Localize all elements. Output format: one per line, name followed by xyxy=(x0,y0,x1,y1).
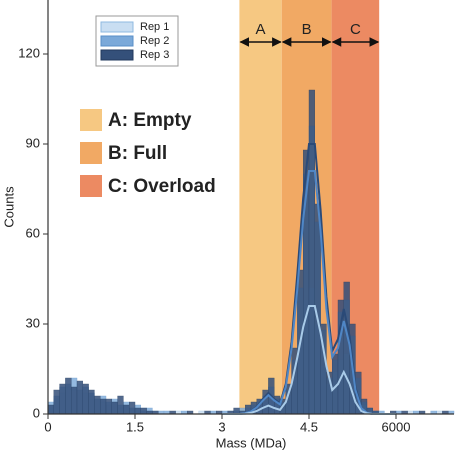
legend-swatch xyxy=(100,35,134,47)
histogram-bar xyxy=(117,395,124,415)
region-legend-label: B: Full xyxy=(108,143,167,164)
x-tick-label: 4.5 xyxy=(300,419,318,434)
legend-swatch xyxy=(100,49,134,61)
histogram-bar xyxy=(343,281,350,415)
x-tick-label: 3 xyxy=(218,419,225,434)
histogram-bar xyxy=(65,377,72,415)
histogram-bar xyxy=(128,401,136,415)
x-tick-label: 0 xyxy=(44,419,51,434)
histogram-bar xyxy=(105,398,113,415)
region-legend-label: C: Overload xyxy=(108,176,216,197)
legend-swatch xyxy=(100,21,134,33)
y-tick-label: 30 xyxy=(26,315,40,330)
histogram-bar xyxy=(88,389,95,415)
y-tick-label: 120 xyxy=(18,45,40,60)
x-axis-label: Mass (MDa) xyxy=(216,435,287,450)
y-tick-label: 60 xyxy=(26,225,40,240)
histogram-bar xyxy=(134,407,142,415)
region-label: C xyxy=(350,21,361,38)
histogram-bar xyxy=(99,398,107,415)
legend-label: Rep 1 xyxy=(140,21,169,33)
region-band xyxy=(239,0,282,414)
region-label: B xyxy=(302,21,312,38)
x-tick-label: 6000 xyxy=(382,419,411,434)
y-axis-label: Counts xyxy=(1,186,16,228)
x-tick-label: 1.5 xyxy=(126,419,144,434)
region-legend-swatch xyxy=(80,175,102,197)
region-legend-swatch xyxy=(80,142,102,164)
legend-label: Rep 2 xyxy=(140,35,169,47)
histogram-bar xyxy=(76,380,83,415)
histogram-bar xyxy=(308,89,316,415)
histogram-bar xyxy=(59,383,66,415)
region-label: A xyxy=(256,21,266,38)
histogram-bar xyxy=(47,404,54,415)
histogram-bar xyxy=(140,407,147,415)
region-legend-swatch xyxy=(80,109,102,131)
y-tick-label: 0 xyxy=(33,405,40,420)
legend-label: Rep 3 xyxy=(140,49,169,61)
y-tick-label: 90 xyxy=(26,135,40,150)
region-legend-label: A: Empty xyxy=(108,110,192,131)
histogram-bar xyxy=(82,383,89,415)
histogram-bar xyxy=(53,389,60,415)
histogram-bar xyxy=(111,401,118,415)
histogram-bar xyxy=(94,395,101,415)
histogram-bar xyxy=(70,386,78,415)
histogram-bar xyxy=(123,404,130,415)
